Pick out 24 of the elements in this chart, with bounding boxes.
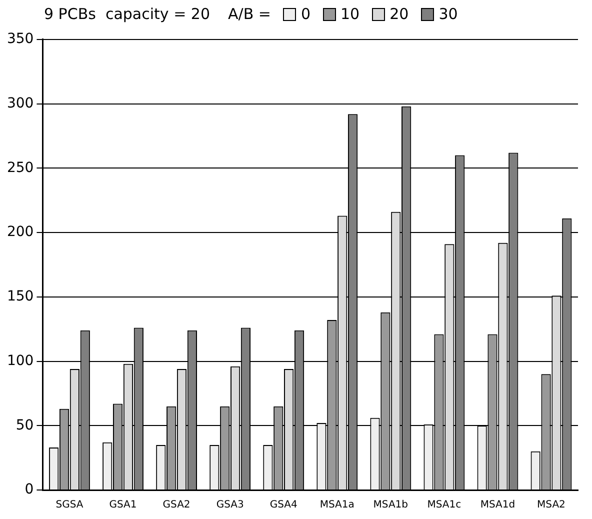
legend-label: 10 <box>340 5 360 23</box>
x-tick-label: GSA4 <box>270 500 298 511</box>
y-tick-label: 200 <box>6 224 34 240</box>
y-tick-label: 50 <box>16 417 34 434</box>
x-tick-label: MSA1a <box>320 500 354 511</box>
legend-label: 20 <box>390 5 409 23</box>
legend-label: 30 <box>438 5 458 23</box>
y-tick-label: 0 <box>24 482 34 498</box>
x-tick-label: GSA1 <box>109 500 137 511</box>
y-tick-label: 100 <box>6 352 34 369</box>
y-tick-label: 250 <box>6 160 34 176</box>
legend-label: 0 <box>300 5 310 23</box>
x-tick-label: MSA2 <box>537 500 566 511</box>
x-tick-label: GSA3 <box>216 500 244 511</box>
x-tick-label: GSA2 <box>162 500 190 511</box>
y-tick-label: 150 <box>6 288 34 305</box>
x-tick-label: SGSA <box>56 500 84 511</box>
y-tick-label: 350 <box>6 31 34 48</box>
x-tick-label: MSA1b <box>373 500 408 511</box>
chart-title: 9 PCBs capacity = 20 <box>44 5 210 23</box>
legend-title: A/B = <box>228 5 271 23</box>
y-tick-label: 300 <box>6 95 34 112</box>
x-tick-label: MSA1d <box>480 500 516 511</box>
x-tick-label: MSA1c <box>427 500 462 511</box>
